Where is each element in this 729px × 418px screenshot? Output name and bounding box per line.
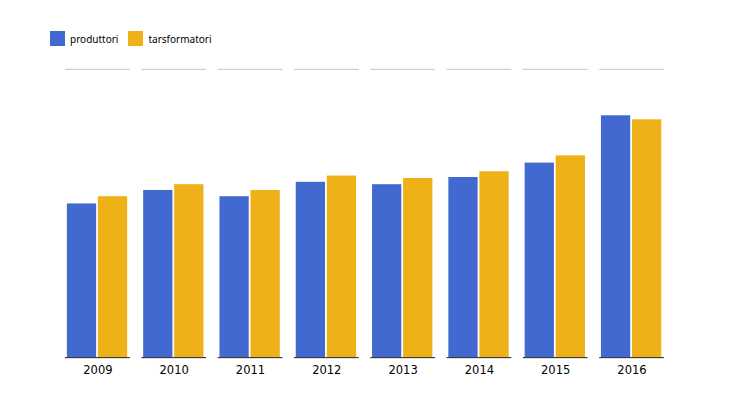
html-text:produttori: produttori xyxy=(70,31,119,46)
svg-text:2012: 2012 xyxy=(312,363,341,377)
svg-text:2010: 2010 xyxy=(160,363,189,377)
svg-text:2013: 2013 xyxy=(388,363,417,377)
svg-text:2016: 2016 xyxy=(617,363,646,377)
svg-text:2015: 2015 xyxy=(541,363,570,377)
svg-text:2009: 2009 xyxy=(83,363,112,377)
svg-text:2014: 2014 xyxy=(465,363,494,377)
html-text:tarsformatori: tarsformatori xyxy=(148,31,212,46)
svg-text:2011: 2011 xyxy=(236,363,265,377)
